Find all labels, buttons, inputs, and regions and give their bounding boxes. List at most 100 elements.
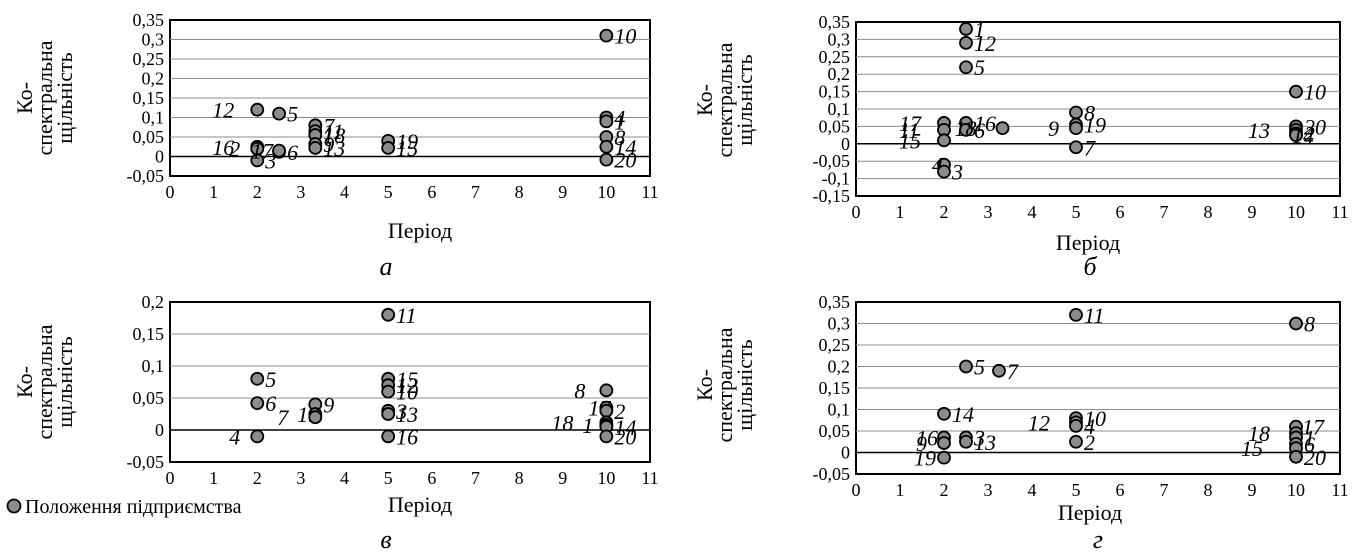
y-axis-title-line: щільність	[52, 336, 77, 427]
y-tick-label: 0,2	[142, 69, 165, 89]
x-tick-label: 10	[1287, 202, 1305, 222]
x-tick-label: 7	[471, 468, 480, 488]
x-tick-label: 4	[1028, 202, 1037, 222]
x-tick-label: 6	[427, 182, 436, 202]
y-tick-label: 0,15	[819, 378, 851, 398]
y-axis-title-line: щільність	[52, 52, 77, 143]
y-tick-label: 0,05	[819, 421, 851, 441]
point-label: 7	[1007, 359, 1019, 384]
y-tick-label: 0,35	[819, 292, 851, 312]
x-tick-label: 8	[515, 468, 524, 488]
y-axis-title-line: щільність	[732, 339, 757, 430]
x-tick-label: 0	[852, 480, 861, 500]
x-tick-label: 5	[384, 182, 393, 202]
y-tick-label: 0,25	[133, 49, 165, 69]
point-label: 11	[1084, 303, 1104, 328]
x-tick-label: 6	[427, 468, 436, 488]
x-tick-label: 9	[1248, 480, 1257, 500]
data-point	[599, 383, 614, 398]
point-label: 13	[396, 402, 418, 427]
x-tick-label: 3	[984, 202, 993, 222]
point-label: 20	[1304, 114, 1326, 139]
point-label: 20	[614, 148, 636, 173]
point-label: 12	[974, 31, 996, 56]
y-tick-label: -0,05	[127, 452, 165, 472]
y-tick-label: 0,35	[819, 12, 851, 32]
x-tick-label: 8	[1204, 480, 1213, 500]
y-tick-label: 0,1	[142, 108, 165, 128]
point-label: 5	[287, 102, 298, 127]
y-tick-label: 0,3	[142, 30, 165, 50]
x-tick-label: 8	[515, 182, 524, 202]
data-point	[272, 143, 286, 158]
y-tick-label: 0,3	[828, 29, 851, 49]
data-point	[1069, 105, 1083, 120]
point-label: 16	[916, 425, 938, 450]
data-point	[959, 22, 973, 36]
point-label: 6	[974, 118, 985, 143]
data-point	[1289, 449, 1303, 464]
point-label: 4	[229, 424, 240, 449]
x-tick-label: 7	[1160, 480, 1169, 500]
y-axis-title-line: Ко-	[692, 369, 717, 401]
data-point	[1069, 418, 1083, 433]
x-tick-label: 4	[340, 468, 349, 488]
data-point	[992, 363, 1006, 378]
point-label: 5	[974, 355, 985, 380]
x-tick-label: 3	[296, 182, 305, 202]
point-label: 17	[1302, 415, 1325, 440]
point-label: 5	[265, 367, 276, 392]
y-tick-label: 0,3	[828, 314, 851, 334]
x-tick-label: 6	[1116, 202, 1125, 222]
point-label: 4	[932, 153, 943, 178]
point-label: 10	[614, 24, 636, 49]
point-label: 15	[1241, 436, 1263, 461]
chart-panel-2: -0,15-0,1-0,0500,050,10,150,20,250,30,35…	[692, 12, 1349, 281]
data-point	[381, 384, 396, 399]
data-point	[308, 141, 323, 155]
x-tick-label: 11	[1331, 480, 1348, 500]
data-point	[599, 114, 614, 129]
x-tick-label: 11	[641, 182, 658, 202]
point-label: 13	[323, 136, 345, 161]
x-tick-label: 1	[209, 182, 218, 202]
y-tick-label: 0,15	[133, 88, 165, 108]
x-axis-title: Період	[1058, 500, 1122, 525]
x-tick-label: 0	[852, 202, 861, 222]
x-tick-label: 10	[597, 468, 615, 488]
point-label: 8	[614, 125, 625, 150]
point-label: 18	[323, 123, 345, 148]
point-label: 15	[899, 128, 921, 153]
y-axis-title-line: Ко-	[12, 366, 37, 398]
y-tick-label: -0,15	[813, 186, 851, 206]
point-label: 15	[396, 136, 418, 161]
point-label: 17	[251, 139, 274, 164]
x-tick-label: 5	[1072, 480, 1081, 500]
point-label: 19	[396, 129, 418, 154]
point-label: 1	[1304, 425, 1315, 450]
point-label: 20	[1304, 445, 1326, 470]
point-label: 4	[1084, 414, 1095, 439]
point-label: 14	[1292, 123, 1314, 148]
data-point	[959, 60, 973, 75]
x-tick-label: 2	[253, 182, 262, 202]
point-label: 19	[914, 446, 936, 471]
point-label: 1	[582, 413, 593, 438]
legend: Положення підприємства	[6, 496, 242, 518]
y-tick-label: -0,1	[822, 169, 851, 189]
y-tick-label: -0,05	[813, 464, 851, 484]
point-label: 1	[614, 109, 625, 134]
data-point	[959, 434, 973, 449]
data-point	[995, 121, 1010, 136]
data-point	[1289, 128, 1303, 143]
y-tick-label: 0,35	[133, 10, 165, 30]
x-axis-title: Період	[388, 492, 452, 517]
x-tick-label: 0	[166, 182, 175, 202]
point-label: 7	[277, 405, 289, 430]
point-label: 13	[1248, 118, 1270, 143]
